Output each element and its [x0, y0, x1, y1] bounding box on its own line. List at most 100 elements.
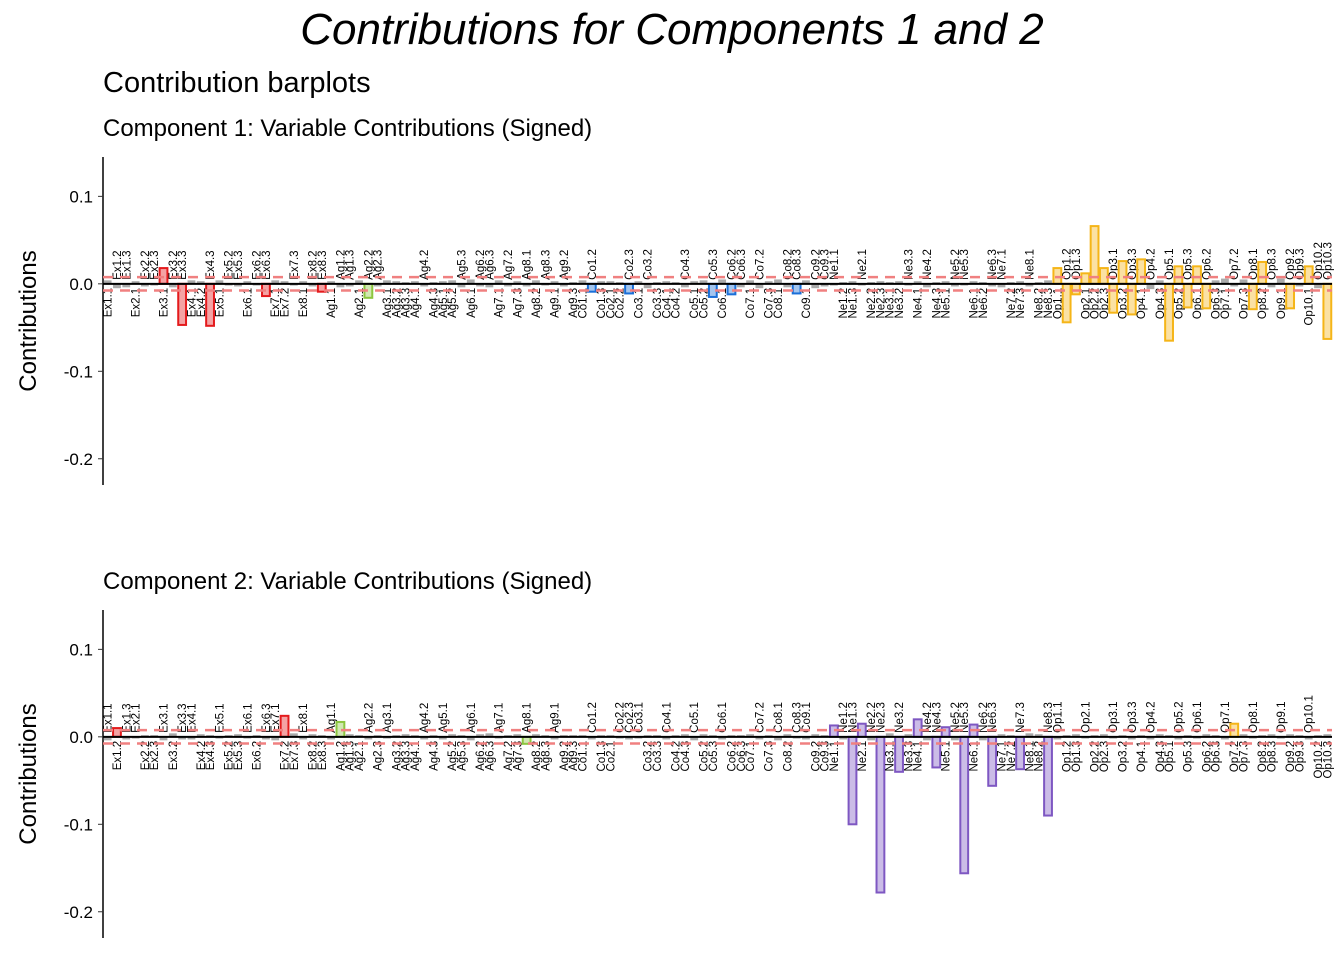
bar-label: Ag9.1: [550, 703, 562, 733]
bar: [876, 281, 885, 284]
bar-label: Co9.1: [801, 288, 813, 319]
bar-label: Op7.2: [1229, 248, 1241, 279]
bar-label: Co7.2: [754, 249, 766, 280]
bar-label: Co4.3: [680, 249, 692, 280]
bar: [941, 281, 950, 284]
bar: [1221, 736, 1229, 740]
bar-label: Ne7.2: [1006, 288, 1018, 319]
bar-label: Ex3.3: [177, 250, 189, 279]
bar-label: Ne2.3: [875, 702, 887, 733]
bar: [736, 283, 745, 288]
bar: [1053, 736, 1062, 740]
bar-label: Co8.1: [773, 702, 785, 733]
bar: [895, 281, 903, 284]
bar-label: Ex8.2: [307, 250, 319, 279]
bar-label: Op8.3: [1266, 741, 1278, 772]
page-title: Contributions for Components 1 and 2: [300, 5, 1044, 54]
bar-label: Ne6.3: [987, 249, 999, 280]
bar: [1285, 282, 1296, 310]
bar-label: Ex5.2: [224, 250, 236, 279]
bar-label: Ag3.2: [391, 741, 403, 771]
bar-label: Ag4.1: [410, 741, 422, 771]
y-tick-label: 0.1: [69, 640, 93, 659]
bar-label: Ex7.1: [270, 703, 282, 732]
bar: [262, 736, 270, 740]
bar-label: Ne1.1: [829, 741, 841, 772]
bar: [504, 283, 512, 287]
bar-label: Co1.1: [577, 288, 589, 319]
bar-label: Op10.1: [1304, 288, 1316, 326]
bar-label: Ag2.2: [363, 250, 375, 280]
bar-label: Op10.2: [1313, 242, 1325, 280]
bar-label: Ne8.3: [1043, 288, 1055, 319]
bar: [243, 281, 252, 284]
bar-label: Op1.2: [1062, 248, 1074, 279]
bar-label: Ne7.1: [996, 249, 1008, 280]
bar-label: Op5.1: [1164, 248, 1176, 279]
bar-label: Ex4.3: [205, 250, 217, 279]
bar-label: Co5.1: [689, 288, 701, 319]
bar: [308, 734, 317, 737]
bar-label: Ex7.2: [280, 288, 292, 317]
bar-label: Ex7.3: [289, 741, 301, 770]
bar-label: Ex2.1: [131, 703, 143, 732]
bar: [847, 735, 858, 826]
bar-label: Ag6.3: [484, 250, 496, 280]
bar: [112, 727, 122, 738]
bar: [513, 734, 522, 737]
bar: [448, 280, 457, 284]
bar: [997, 734, 1006, 737]
bar: [271, 280, 280, 284]
bar-label: Ag3.3: [401, 288, 413, 318]
y-axis-label: Contributions: [15, 703, 42, 844]
bar-label: Co6.3: [736, 741, 748, 772]
bar-label: Ex1.2: [112, 741, 124, 770]
bar-label: Ex2.2: [140, 741, 152, 770]
bar-label: Ne1.2: [838, 702, 850, 733]
bar-label: Op6.3: [1211, 741, 1223, 772]
bar-label: Op3.2: [1118, 288, 1130, 319]
bar: [820, 283, 829, 287]
bar-label: Ag3.2: [391, 288, 403, 318]
bar-label: Op4.1: [1136, 288, 1148, 319]
bar: [355, 280, 363, 284]
bar-label: Ag2.1: [354, 288, 366, 318]
bar-label: Ag1.3: [345, 741, 357, 771]
bar-label: Op9.3: [1294, 248, 1306, 279]
bar-label: Op8.2: [1257, 288, 1269, 319]
bar: [215, 280, 224, 284]
bar: [894, 735, 904, 773]
y-tick-label: -0.2: [64, 450, 93, 469]
bar: [140, 283, 149, 287]
bar-label: Op5.2: [1173, 288, 1185, 319]
bar-label: Ne7.3: [1015, 702, 1027, 733]
page-subtitle: Contribution barplots: [103, 67, 371, 99]
bar-label: Op9.2: [1285, 248, 1297, 279]
bar: [550, 281, 559, 284]
bar-label: Ag3.1: [382, 288, 394, 318]
bar-label: Ne3.3: [903, 741, 915, 772]
bar-label: Ag5.1: [438, 703, 450, 733]
bar-label: Ne5.1: [941, 288, 953, 319]
bar-label: Ne2.1: [857, 249, 869, 280]
bar: [1072, 734, 1080, 737]
bar: [485, 283, 494, 288]
bar: [457, 283, 466, 288]
bar-label: Ne6.2: [978, 288, 990, 319]
bar: [587, 736, 596, 740]
bar-label: Ag5.3: [456, 741, 468, 771]
bar-label: Ag7.2: [503, 741, 515, 771]
bar: [718, 279, 727, 284]
bar-label: Ag5.1: [438, 288, 450, 318]
bar-label: Ne8.2: [1034, 741, 1046, 772]
bar-label: Ag1.3: [345, 250, 357, 280]
bar-label: Ex6.1: [242, 703, 254, 732]
bar-label: Co4.2: [671, 288, 683, 319]
bar-label: Co9.3: [820, 741, 832, 772]
bar: [1155, 280, 1164, 284]
bar: [1303, 265, 1314, 285]
bar-label: Ag1.2: [335, 741, 347, 771]
bar-label: Ag5.3: [456, 250, 468, 280]
bar-label: Op7.1: [1220, 701, 1232, 732]
bar-label: Ex1.2: [112, 250, 124, 279]
